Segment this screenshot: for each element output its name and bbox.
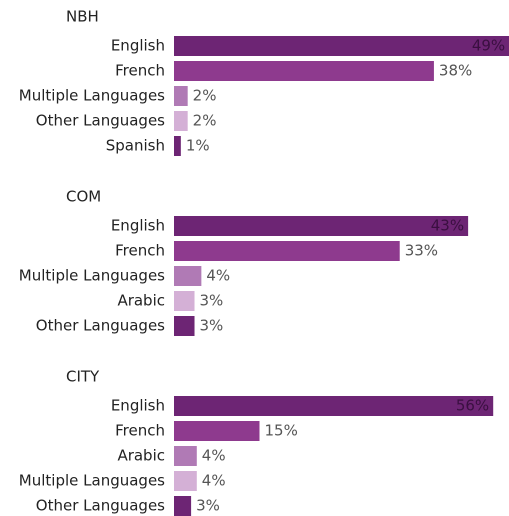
value-label: 3% (200, 292, 224, 310)
chart-title: COM (66, 188, 101, 206)
category-label: Multiple Languages (19, 87, 165, 105)
category-label: Other Languages (36, 112, 165, 130)
value-label: 3% (200, 317, 224, 335)
value-label: 4% (206, 267, 230, 285)
value-label: 33% (405, 242, 438, 260)
category-label: English (111, 217, 165, 235)
value-label: 38% (439, 62, 472, 80)
bar (174, 496, 192, 516)
category-label: English (111, 37, 165, 55)
category-label: Multiple Languages (19, 472, 165, 490)
bar (174, 421, 260, 441)
value-label: 1% (186, 137, 210, 155)
category-label: French (115, 242, 165, 260)
value-label: 3% (196, 497, 220, 515)
category-label: French (115, 422, 165, 440)
bar (174, 396, 494, 416)
bar (174, 136, 181, 156)
category-label: Arabic (117, 292, 165, 310)
bar (174, 316, 195, 336)
value-label: 2% (193, 87, 217, 105)
category-label: French (115, 62, 165, 80)
bar (174, 266, 202, 286)
value-label: 56% (456, 397, 489, 415)
bar (174, 36, 509, 56)
category-label: Arabic (117, 447, 165, 465)
bar (174, 216, 469, 236)
bar (174, 291, 195, 311)
bar (174, 446, 197, 466)
chart-title: CITY (66, 368, 100, 386)
category-label: English (111, 397, 165, 415)
value-label: 43% (431, 217, 464, 235)
value-label: 2% (193, 112, 217, 130)
value-label: 49% (472, 37, 505, 55)
category-label: Multiple Languages (19, 267, 165, 285)
category-label: Spanish (106, 137, 165, 155)
value-label: 4% (202, 447, 226, 465)
value-label: 15% (265, 422, 298, 440)
category-label: Other Languages (36, 317, 165, 335)
bar (174, 86, 188, 106)
bar (174, 241, 400, 261)
bar (174, 61, 434, 81)
bar (174, 111, 188, 131)
value-label: 4% (202, 472, 226, 490)
category-label: Other Languages (36, 497, 165, 515)
bar (174, 471, 197, 491)
chart-title: NBH (66, 8, 99, 26)
